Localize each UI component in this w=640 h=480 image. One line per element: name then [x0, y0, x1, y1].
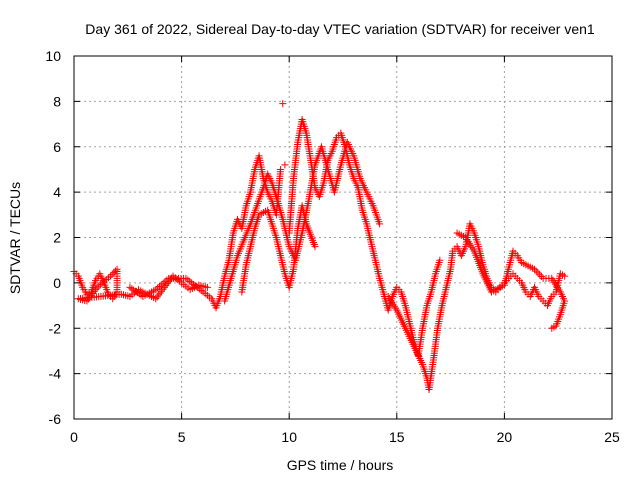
data-point-marker: [281, 161, 289, 169]
y-tick-label: -6: [49, 411, 62, 427]
y-tick-label: 2: [53, 230, 61, 246]
data-layer: [70, 100, 569, 394]
y-tick-label: 8: [53, 93, 61, 109]
x-tick-label: 15: [389, 429, 405, 445]
data-point-marker: [536, 271, 544, 279]
data-point-marker: [113, 265, 121, 273]
x-tick-label: 20: [497, 429, 513, 445]
data-point-marker: [110, 269, 118, 277]
data-point-marker: [537, 273, 545, 281]
data-point-marker: [98, 279, 106, 287]
data-point-marker: [531, 265, 539, 273]
data-point-marker: [561, 272, 569, 280]
x-tick-label: 10: [281, 429, 297, 445]
y-tick-label: 6: [53, 139, 61, 155]
data-point-marker: [436, 256, 444, 264]
data-point-marker: [548, 324, 556, 332]
y-tick-label: 4: [53, 184, 61, 200]
y-tick-label: -2: [49, 320, 62, 336]
tick-layer: 0 5 10 15 20 25 -6 -4 -2 0 2 4 6 8 10: [45, 48, 620, 445]
data-point-marker: [95, 282, 103, 290]
x-axis-label: GPS time / hours: [287, 457, 394, 473]
data-point-marker: [532, 267, 540, 275]
y-tick-label: 10: [45, 48, 61, 64]
data-point-marker: [93, 284, 101, 292]
data-point-marker: [534, 269, 542, 277]
data-point-marker: [190, 280, 198, 288]
x-tick-label: 25: [604, 429, 620, 445]
data-point-marker: [279, 100, 287, 108]
y-tick-label: -4: [49, 366, 62, 382]
data-point-marker: [277, 165, 285, 173]
data-point-marker: [96, 281, 104, 289]
y-axis-label: SDTVAR / TECUs: [7, 182, 23, 294]
grid-layer: [74, 56, 612, 419]
x-tick-label: 5: [178, 429, 186, 445]
data-point-marker: [186, 277, 194, 285]
y-tick-label: 0: [53, 275, 61, 291]
data-point-marker: [108, 270, 116, 278]
data-point-marker: [111, 267, 119, 275]
x-tick-label: 0: [70, 429, 78, 445]
data-point-marker: [311, 243, 319, 251]
data-point-marker: [203, 283, 211, 291]
data-point-marker: [184, 276, 192, 284]
chart-title: Day 361 of 2022, Sidereal Day-to-day VTE…: [85, 21, 595, 37]
data-point-marker: [376, 220, 384, 228]
